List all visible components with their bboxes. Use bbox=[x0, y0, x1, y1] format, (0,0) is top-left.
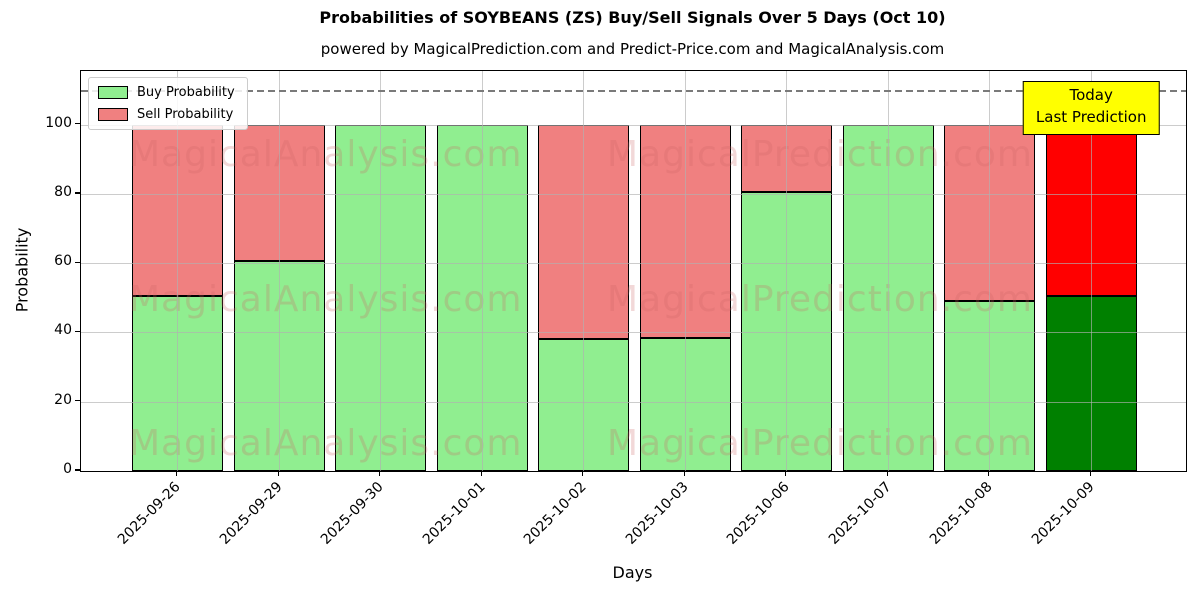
today-annotation-line2: Last Prediction bbox=[1035, 107, 1147, 126]
legend-label-buy: Buy Probability bbox=[137, 85, 235, 100]
legend-swatch-buy-icon bbox=[98, 86, 128, 99]
x-tick-mark-2025-10-02 bbox=[582, 471, 584, 476]
chart-subtitle: powered by MagicalPrediction.com and Pre… bbox=[320, 40, 945, 58]
x-tick-mark-2025-09-30 bbox=[379, 471, 381, 476]
x-tick-label-text: 2025-09-26 bbox=[115, 479, 185, 548]
y-tick-mark-60 bbox=[75, 261, 80, 263]
x-tick-label-text: 2025-10-06 bbox=[724, 479, 794, 548]
x-tick-mark-2025-10-01 bbox=[480, 471, 482, 476]
y-tick-mark-80 bbox=[75, 192, 80, 194]
threshold-dashed-line bbox=[81, 90, 1186, 92]
y-tick-label-0: 0 bbox=[63, 461, 72, 477]
x-tick-label-text: 2025-10-08 bbox=[927, 479, 997, 548]
x-tick-mark-2025-09-26 bbox=[176, 471, 178, 476]
x-tick-mark-2025-10-08 bbox=[988, 471, 990, 476]
legend-label-sell: Sell Probability bbox=[137, 107, 234, 122]
watermark-right-row3: MagicalPrediction.com bbox=[607, 423, 1033, 464]
watermark-right-row1: MagicalPrediction.com bbox=[607, 134, 1033, 175]
watermark-right-row2: MagicalPrediction.com bbox=[607, 279, 1033, 320]
x-axis-label: Days bbox=[612, 563, 653, 582]
x-tick-mark-2025-10-07 bbox=[886, 471, 888, 476]
x-tick-mark-2025-10-03 bbox=[683, 471, 685, 476]
x-tick-mark-2025-09-29 bbox=[277, 471, 279, 476]
chart-title: Probabilities of SOYBEANS (ZS) Buy/Sell … bbox=[319, 8, 946, 27]
y-tick-label-100: 100 bbox=[45, 114, 72, 131]
x-tick-label-text: 2025-09-30 bbox=[318, 479, 388, 548]
today-annotation: Today Last Prediction bbox=[1022, 81, 1160, 135]
x-tick-label-text: 2025-10-07 bbox=[825, 479, 895, 548]
legend-entry-buy: Buy Probability bbox=[98, 85, 235, 100]
today-annotation-line1: Today bbox=[1069, 86, 1113, 104]
y-tick-label-60: 60 bbox=[54, 253, 72, 270]
plot-area: MagicalAnalysis.com MagicalPrediction.com… bbox=[80, 70, 1187, 472]
watermark-layer: MagicalAnalysis.com MagicalPrediction.com… bbox=[81, 71, 1186, 471]
y-axis-label-text: Probability bbox=[12, 227, 32, 313]
y-tick-mark-20 bbox=[75, 400, 80, 402]
y-tick-mark-0 bbox=[75, 469, 80, 471]
watermark-left-row2: MagicalAnalysis.com bbox=[129, 279, 523, 320]
y-tick-mark-100 bbox=[75, 123, 80, 125]
x-tick-label-text: 2025-10-03 bbox=[622, 479, 692, 548]
x-tick-label-text: 2025-10-01 bbox=[419, 479, 489, 548]
y-tick-label-20: 20 bbox=[54, 391, 72, 408]
watermark-left-row3: MagicalAnalysis.com bbox=[129, 423, 523, 464]
x-tick-label-text: 2025-10-09 bbox=[1028, 479, 1098, 548]
x-tick-mark-2025-10-09 bbox=[1089, 471, 1091, 476]
legend: Buy Probability Sell Probability bbox=[88, 77, 248, 130]
watermark-left-row1: MagicalAnalysis.com bbox=[129, 134, 523, 175]
y-tick-mark-40 bbox=[75, 330, 80, 333]
legend-entry-sell: Sell Probability bbox=[98, 107, 235, 122]
y-tick-label-80: 80 bbox=[54, 183, 72, 200]
x-tick-mark-2025-10-06 bbox=[785, 471, 787, 476]
y-tick-label-40: 40 bbox=[54, 322, 72, 339]
legend-swatch-sell-icon bbox=[98, 108, 128, 121]
x-tick-label-text: 2025-10-02 bbox=[521, 479, 591, 548]
x-tick-label-text: 2025-09-29 bbox=[216, 479, 286, 548]
